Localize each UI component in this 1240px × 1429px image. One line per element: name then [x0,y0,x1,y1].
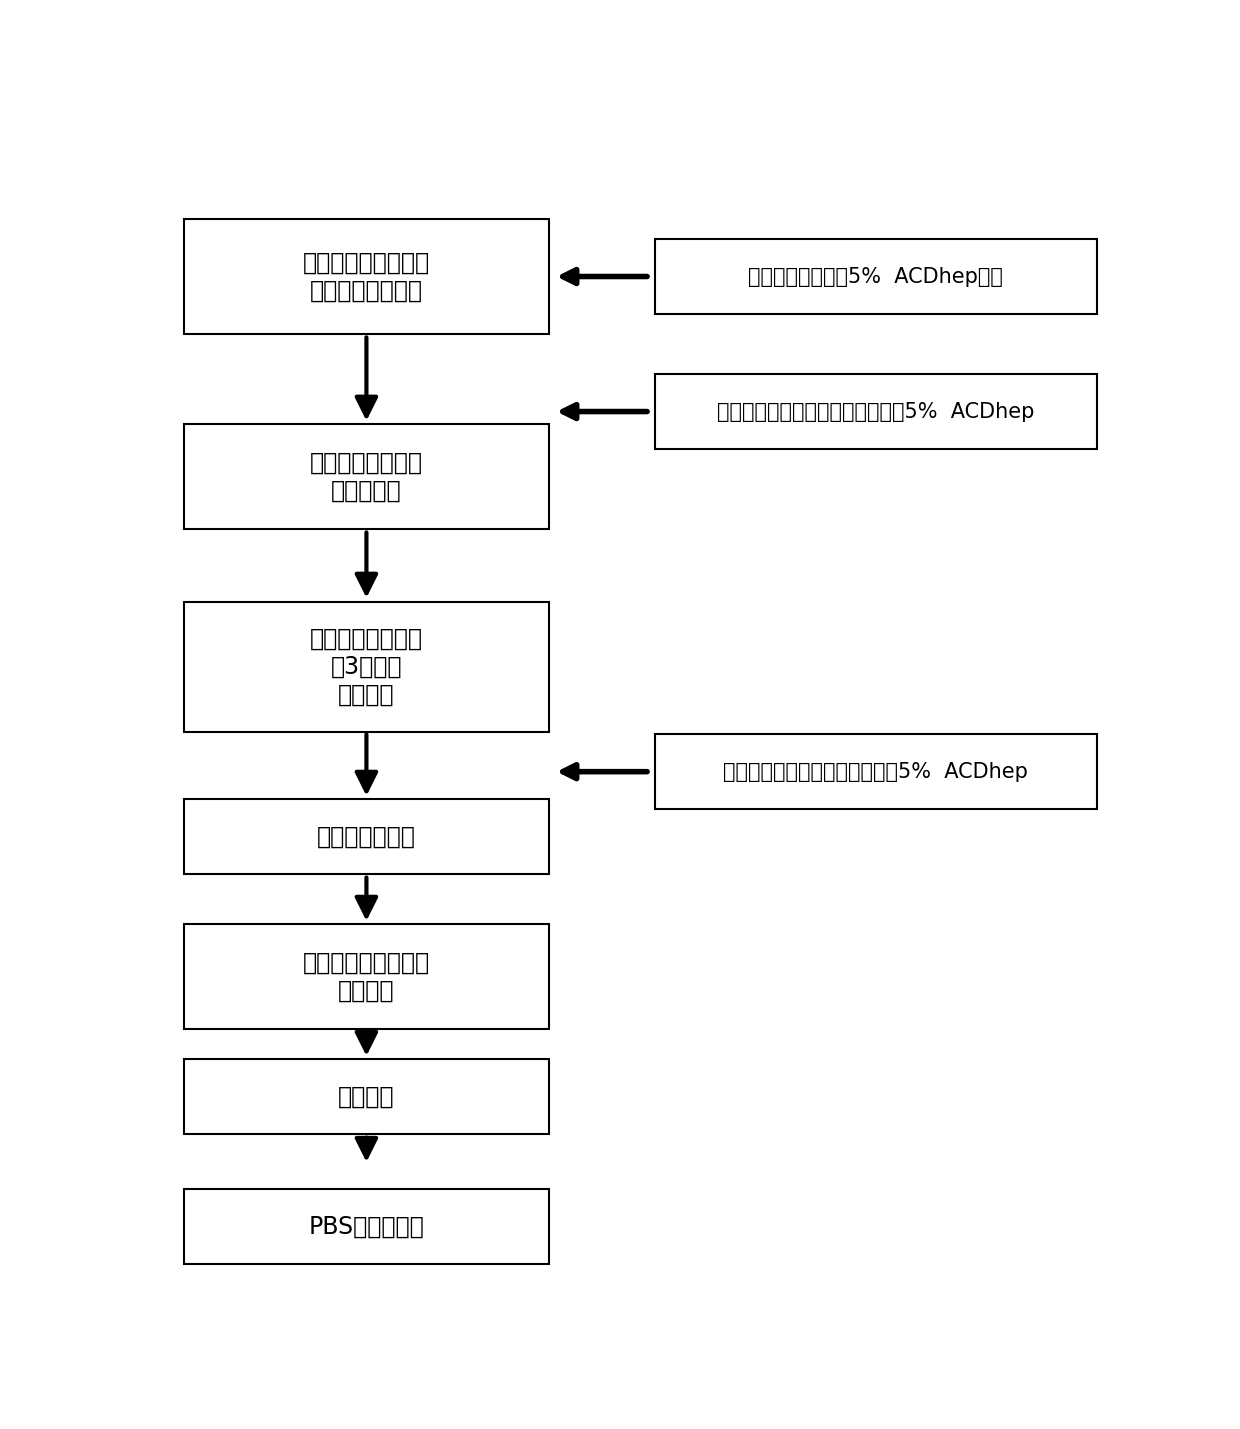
Text: 细胞和血浆融化: 细胞和血浆融化 [317,825,415,849]
Text: 离心和在诱导介质中
细胞重悬: 离心和在诱导介质中 细胞重悬 [303,950,430,1003]
Text: 血浆分离术系统中5%  ACDhep循环: 血浆分离术系统中5% ACDhep循环 [748,267,1003,286]
Text: 凋亡诱导: 凋亡诱导 [339,1085,394,1109]
FancyBboxPatch shape [184,219,549,334]
FancyBboxPatch shape [184,424,549,529]
FancyBboxPatch shape [655,735,1096,809]
Text: 细胞洗涤和在冷冻
介质中重悬: 细胞洗涤和在冷冻 介质中重悬 [310,450,423,503]
FancyBboxPatch shape [184,602,549,732]
Text: PBS洗涤和重悬: PBS洗涤和重悬 [309,1215,424,1239]
FancyBboxPatch shape [184,1189,549,1265]
FancyBboxPatch shape [655,374,1096,449]
FancyBboxPatch shape [184,799,549,875]
Text: 血浆分离术收集单个
核细胞和血浆收集: 血浆分离术收集单个 核细胞和血浆收集 [303,250,430,303]
Text: 细胞转移至冷冻袋
和3步冷冻
血浆冷冻: 细胞转移至冷冻袋 和3步冷冻 血浆冷冻 [310,627,423,706]
Text: 在使用前向融化和诱导介质添加5%  ACDhep: 在使用前向融化和诱导介质添加5% ACDhep [723,762,1028,782]
Text: 在使用前向所有冷冻介质类型添加5%  ACDhep: 在使用前向所有冷冻介质类型添加5% ACDhep [717,402,1034,422]
FancyBboxPatch shape [184,1059,549,1135]
FancyBboxPatch shape [655,239,1096,314]
FancyBboxPatch shape [184,925,549,1029]
